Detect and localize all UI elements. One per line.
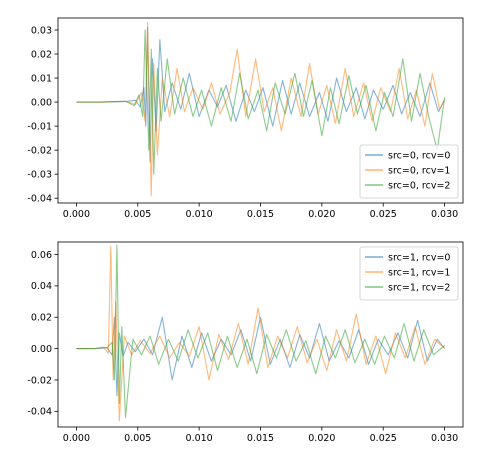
y-tick-label: -0.01 — [27, 121, 52, 132]
y-tick-label: -0.04 — [27, 193, 52, 204]
series-line-0-0 — [76, 27, 446, 163]
x-tick-label: 0.010 — [186, 209, 213, 220]
x-tick-label: 0.015 — [247, 433, 274, 444]
y-tick-label: 0.02 — [31, 313, 52, 324]
y-tick-label: 0.01 — [31, 73, 52, 84]
legend-label: src=0, rcv=2 — [388, 180, 450, 191]
y-tick-label: 0.03 — [31, 25, 52, 36]
x-tick-label: 0.020 — [308, 433, 335, 444]
x-tick-label: 0.000 — [63, 433, 90, 444]
legend-box — [359, 246, 459, 301]
x-tick-label: 0.025 — [370, 433, 397, 444]
legend-label: src=1, rcv=1 — [388, 267, 450, 278]
y-tick-label: -0.03 — [27, 169, 52, 180]
x-tick-label: 0.010 — [186, 433, 213, 444]
bottom-panel: 0.000 0.005 0.010 0.015 0.020 0.025 0.030 -0.04… — [27, 241, 464, 444]
legend-label: src=1, rcv=0 — [388, 252, 450, 263]
y-tick-label: 0.06 — [31, 250, 52, 261]
y-tick-label: 0.04 — [31, 281, 52, 292]
x-tick-label: 0.030 — [431, 433, 458, 444]
y-tick-label: 0.00 — [31, 344, 52, 355]
y-tick-label: -0.02 — [27, 145, 52, 156]
legend: src=0, rcv=0 src=0, rcv=1 src=0, rcv=2 — [359, 144, 459, 199]
series-line-0-1 — [76, 22, 446, 197]
x-tick-label: 0.005 — [124, 209, 151, 220]
x-tick-label: 0.015 — [247, 209, 274, 220]
series-line-1-2 — [76, 244, 445, 419]
legend-box — [359, 144, 459, 199]
series-line-1-1 — [76, 246, 445, 422]
x-tick-label: 0.005 — [124, 433, 151, 444]
x-tick-label: 0.025 — [370, 209, 397, 220]
legend-label: src=0, rcv=1 — [388, 165, 450, 176]
y-tick-label: 0.02 — [31, 49, 52, 60]
y-tick-label: 0.00 — [31, 97, 52, 108]
top-panel: 0.000 0.005 0.010 0.015 0.020 0.025 0.030 -0.04… — [27, 17, 464, 220]
series-line-0-2 — [76, 29, 446, 175]
x-tick-label: 0.030 — [431, 209, 458, 220]
y-tick-label: -0.04 — [27, 407, 52, 418]
x-tick-label: 0.020 — [308, 209, 335, 220]
legend-label: src=0, rcv=0 — [388, 150, 450, 161]
legend-label: src=1, rcv=2 — [388, 282, 450, 293]
legend: src=1, rcv=0 src=1, rcv=1 src=1, rcv=2 — [359, 246, 459, 301]
x-tick-label: 0.000 — [63, 209, 90, 220]
y-tick-label: -0.02 — [27, 375, 52, 386]
